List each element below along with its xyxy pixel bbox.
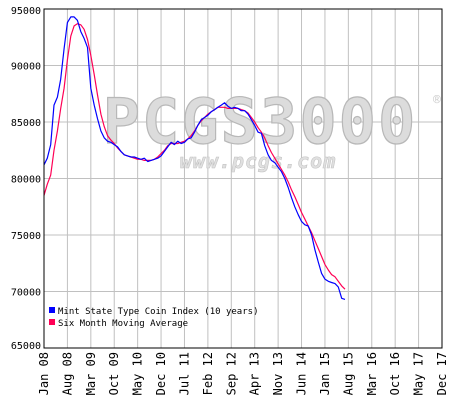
x-axis-labels: Jan 08 Aug 08 Mar 09 Oct 09 May 10 Dec 10 Jul … [37,352,449,395]
series-line-mint-state [43,16,346,300]
series-layer [43,16,346,300]
watermark-url: www.pcgs.com [180,149,337,173]
grid-lines [43,8,443,349]
y-tick-label: 65000 [11,341,41,352]
y-tick-label: 75000 [11,231,41,242]
y-axis-labels: 65000 70000 75000 80000 85000 90000 95000 [11,6,41,352]
legend: Mint State Type Coin Index (10 years) Si… [49,307,258,329]
x-tick-label: May 10 [131,352,145,395]
y-tick-label: 70000 [11,288,41,299]
x-tick-label: Nov 13 [271,352,285,395]
y-tick-label: 90000 [11,62,41,73]
x-tick-label: Oct 09 [107,352,121,395]
watermark-registered: ® [433,93,441,108]
y-tick-label: 95000 [11,6,41,17]
x-tick-label: Jul 11 [177,352,191,395]
legend-swatch-moving-average [49,319,55,325]
x-tick-label: Mar 09 [84,352,98,395]
x-tick-label: Mar 16 [365,352,379,395]
x-tick-label: Oct 16 [388,352,402,395]
x-tick-label: Sep 12 [224,352,238,395]
y-tick-label: 85000 [11,118,41,129]
x-tick-label: Aug 15 [341,352,355,395]
legend-label-moving-average: Six Month Moving Average [58,319,188,329]
legend-swatch-mint-state [49,307,55,313]
y-tick-label: 80000 [11,175,41,186]
x-tick-label: Jun 14 [295,352,309,395]
x-tick-label: May 17 [412,352,426,395]
x-tick-label: Dec 17 [435,352,449,395]
watermark: PCGS3000 ® www.pcgs.com [102,84,441,173]
x-tick-label: Aug 08 [60,352,74,395]
x-tick-label: Dec 10 [154,352,168,395]
x-tick-label: Feb 12 [201,352,215,395]
x-tick-label: Jan 15 [318,352,332,395]
plot-border [43,8,443,349]
x-tick-label: Jan 08 [37,352,51,395]
legend-label-mint-state: Mint State Type Coin Index (10 years) [58,307,258,317]
watermark-logo: PCGS3000 [103,85,418,158]
x-tick-label: Apr 13 [248,352,262,395]
